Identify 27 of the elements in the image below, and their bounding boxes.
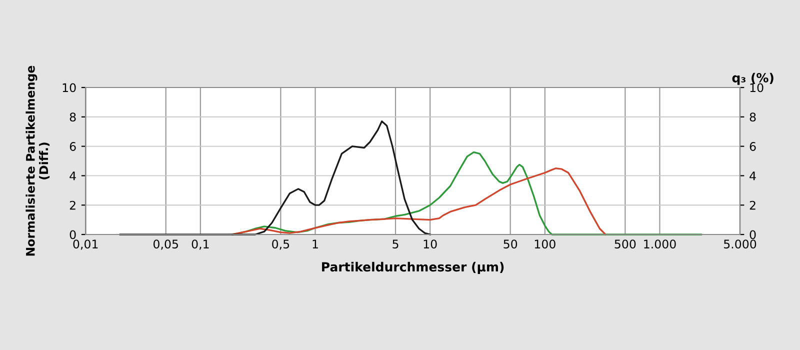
y-tick-label: 10 [62,83,76,92]
x-tick-label: 1.000 [644,240,676,248]
y-tick-label: 0 [70,230,76,240]
y2-tick-label: 8 [750,112,756,122]
x-tick-label: 10 [424,240,437,248]
x-tick-label: 5.000 [724,240,756,248]
x-tick-label: 50 [504,240,518,248]
y-tick-label: 4 [70,172,76,180]
x-tick-label: 5 [392,240,398,248]
y-axis-title: Normalisierte Partikelmenge (Diff.) [26,66,50,256]
x-tick-label: 0,5 [272,240,290,250]
y2-tick-label: 2 [750,200,756,210]
x-axis-title: Partikeldurchmesser (µm) [322,262,504,274]
y2-tick-label: 6 [750,142,756,151]
x-tick-label: 0,05 [153,240,178,250]
y-tick-label: 2 [70,200,76,210]
x-tick-label: 0,01 [73,240,98,250]
x-tick-label: 100 [534,240,556,248]
y-tick-label: 8 [70,112,76,122]
y2-tick-label: 10 [750,83,764,92]
y2-tick-label: 0 [750,230,756,240]
y2-tick-label: 4 [750,172,756,180]
x-tick-label: 0,1 [192,240,209,250]
x-tick-label: 1 [312,240,318,248]
y-tick-label: 6 [70,142,76,151]
y2-axis-title: q₃ (%) [732,72,774,85]
x-tick-label: 500 [614,240,636,248]
